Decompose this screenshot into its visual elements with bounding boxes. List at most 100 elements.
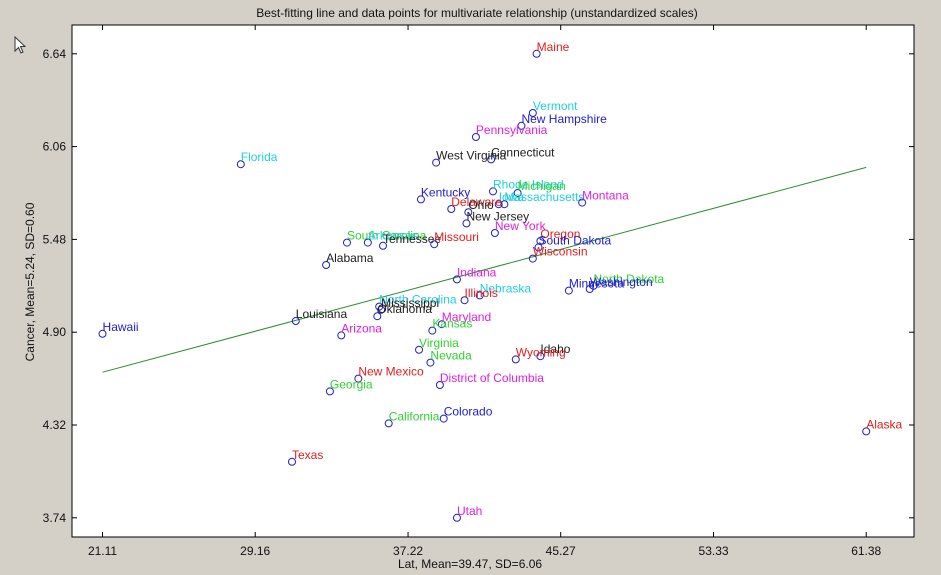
point-label: Maryland — [442, 310, 491, 324]
point-label: Oklahoma — [377, 302, 432, 316]
point-label: California — [389, 409, 440, 423]
best-fit-line — [102, 166, 867, 373]
data-point — [452, 275, 461, 284]
point-label: New Jersey — [466, 209, 529, 223]
point-label: New Hampshire — [521, 112, 607, 126]
data-point — [379, 241, 388, 250]
data-point — [363, 238, 372, 247]
point-label: Michigan — [518, 179, 566, 193]
point-label: Mississippi — [381, 296, 439, 310]
data-point — [98, 329, 107, 338]
point-label: North Dakota — [594, 272, 665, 286]
data-point — [452, 513, 461, 522]
data-point — [511, 355, 520, 364]
y-tick-label: 5.48 — [43, 232, 67, 246]
point-label: North Carolina — [379, 293, 457, 307]
data-point — [437, 320, 446, 329]
x-tick-label: 61.38 — [851, 544, 881, 558]
x-tick-label: 29.16 — [240, 544, 270, 558]
data-point — [291, 317, 300, 325]
point-label: Oregon — [540, 227, 580, 241]
point-label: Massachusetts — [504, 190, 584, 204]
data-point — [354, 374, 363, 383]
point-label: New Mexico — [358, 365, 424, 379]
data-point — [373, 312, 382, 321]
point-label: Georgia — [330, 377, 373, 391]
data-point — [435, 381, 444, 389]
point-label: Arizona — [341, 321, 382, 335]
y-tick-label: 6.06 — [43, 140, 67, 154]
point-label: Kentucky — [421, 185, 470, 199]
data-point — [475, 291, 484, 300]
data-point — [494, 200, 503, 209]
data-point — [564, 286, 573, 295]
data-point — [490, 229, 499, 237]
point-label: Texas — [292, 448, 323, 462]
data-point — [337, 331, 346, 340]
data-point — [534, 243, 543, 252]
data-point — [322, 261, 331, 269]
point-label: Maine — [537, 40, 570, 54]
plot-area — [71, 24, 915, 538]
point-label: Delaware — [451, 195, 502, 209]
data-point — [462, 219, 471, 228]
data-point — [415, 345, 424, 354]
point-label: Colorado — [444, 405, 493, 419]
data-point — [377, 305, 386, 314]
point-label: Tennessee — [383, 232, 441, 246]
point-label: New York — [495, 219, 547, 233]
data-point — [432, 158, 441, 167]
data-point — [430, 240, 439, 249]
data-point — [489, 187, 497, 196]
point-label: Indiana — [457, 265, 497, 279]
point-label: Nebraska — [480, 281, 532, 295]
y-tick-label: 4.90 — [43, 325, 67, 339]
data-point — [287, 457, 296, 466]
point-label: Pennsylvania — [476, 123, 548, 137]
point-label: Virginia — [419, 336, 459, 350]
data-point — [471, 133, 480, 141]
point-label: Hawaii — [103, 320, 139, 334]
point-label: Louisiana — [296, 307, 348, 321]
x-axis: 21.11 29.16 37.22 45.27 53.33 61.38 — [88, 25, 882, 558]
data-point — [236, 160, 245, 169]
point-label: Illinois — [465, 286, 498, 300]
point-label: West Virginia — [436, 149, 507, 163]
data-point — [513, 189, 522, 197]
point-label: Utah — [457, 504, 482, 518]
point-label: Wyoming — [516, 345, 566, 359]
y-tick-label: 6.64 — [43, 47, 67, 61]
data-point — [439, 414, 448, 423]
point-label: Alabama — [326, 251, 374, 265]
point-label: Montana — [582, 189, 629, 203]
point-label: Missouri — [434, 230, 479, 244]
data-point — [528, 254, 537, 263]
point-label: Kansas — [432, 317, 472, 331]
data-point — [528, 109, 537, 117]
y-axis: 3.74 4.32 4.90 5.48 6.06 6.64 — [43, 47, 914, 525]
data-point — [532, 49, 541, 58]
point-label: Alaska — [866, 417, 902, 431]
point-label: Wisconsin — [533, 245, 588, 259]
y-tick-label: 3.74 — [43, 511, 67, 525]
data-point — [536, 352, 545, 361]
x-tick-label: 45.27 — [546, 544, 576, 558]
data-point — [585, 285, 594, 293]
x-tick-label: 37.22 — [393, 544, 423, 558]
point-label: Connecticut — [491, 145, 555, 159]
x-tick-label: 21.11 — [88, 544, 117, 558]
point-label: Minnesota — [569, 277, 625, 291]
mouse-cursor-icon — [14, 36, 27, 54]
data-point — [487, 155, 496, 164]
data-point — [428, 326, 437, 335]
point-label: Idaho — [540, 342, 570, 356]
point-label: District of Columbia — [440, 371, 544, 385]
point-label: Arkansas — [368, 229, 418, 243]
data-point — [384, 419, 393, 428]
y-tick-label: 4.32 — [43, 418, 67, 432]
point-label: Rhode Island — [493, 177, 564, 191]
data-point — [517, 121, 526, 130]
point-label: South Dakota — [539, 233, 612, 247]
